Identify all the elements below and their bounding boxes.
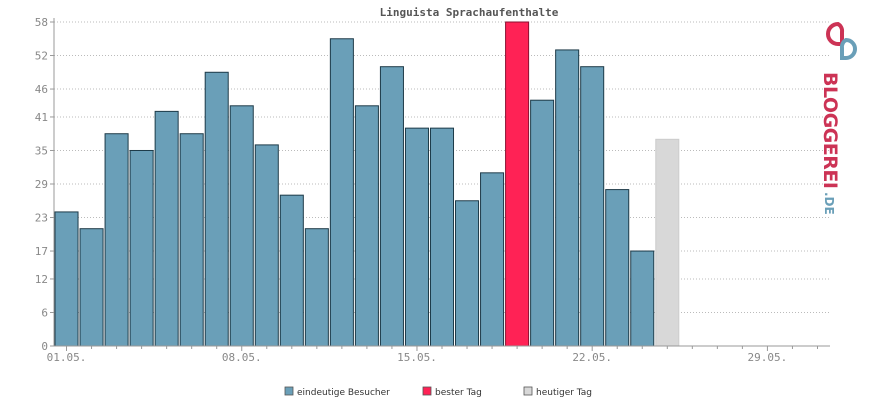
logo-text: BLOGGEREI [819,72,841,188]
y-tick-label: 6 [41,306,48,319]
y-tick-label: 52 [35,50,48,63]
y-tick-label: 12 [35,273,48,286]
bar [329,38,354,347]
bar [154,110,179,347]
bar [229,105,254,347]
y-tick-label: 29 [35,178,48,191]
x-tick-label: 22.05. [572,351,612,364]
bar [54,211,79,347]
logo-suffix: .DE [822,192,836,215]
bar [379,66,404,347]
bar [104,133,129,347]
y-tick-label: 0 [41,340,48,353]
bar [404,127,429,347]
bar [354,105,379,347]
chart-title: Linguista Sprachaufenthalte [380,6,559,19]
x-tick-label: 15.05. [397,351,437,364]
x-tick-label: 01.05. [47,351,87,364]
x-axis-ticks: 01.05. 08.05. 15.05. 22.05. 29.05. [47,346,818,364]
bar [179,133,204,347]
legend-swatch [523,386,533,396]
bar [630,250,655,347]
bar [555,49,580,347]
bar [480,172,505,347]
bar-today [655,138,680,347]
legend-swatch [422,386,432,396]
bar [129,149,154,347]
bar [279,194,304,347]
bar [79,228,104,347]
bloggerei-logo: BLOGGEREI .DE [819,21,857,215]
y-axis-ticks: 0 6 12 17 23 29 35 41 46 52 58 [35,16,54,353]
x-tick-label: 29.05. [748,351,788,364]
bar [254,144,279,347]
legend-label: heutiger Tag [536,388,592,398]
legend-label: bester Tag [435,388,482,398]
y-tick-label: 17 [35,245,48,258]
bar [429,127,455,347]
x-tick-label: 08.05. [222,351,262,364]
bar [204,71,229,347]
bars [54,21,680,347]
bar [530,99,555,347]
bar-best-day [505,21,530,347]
bar [455,200,480,347]
bar [580,66,605,347]
bar [605,189,630,347]
y-tick-label: 46 [35,83,48,96]
y-tick-label: 41 [35,111,48,124]
y-tick-label: 23 [35,212,48,225]
legend-swatch [284,386,294,396]
y-tick-label: 35 [35,144,48,157]
y-tick-label: 58 [35,16,48,29]
logo-icon [826,21,857,60]
bar [304,228,329,347]
legend: eindeutige Besucher bester Tag heutiger Ta… [284,386,592,398]
legend-label: eindeutige Besucher [297,388,390,398]
